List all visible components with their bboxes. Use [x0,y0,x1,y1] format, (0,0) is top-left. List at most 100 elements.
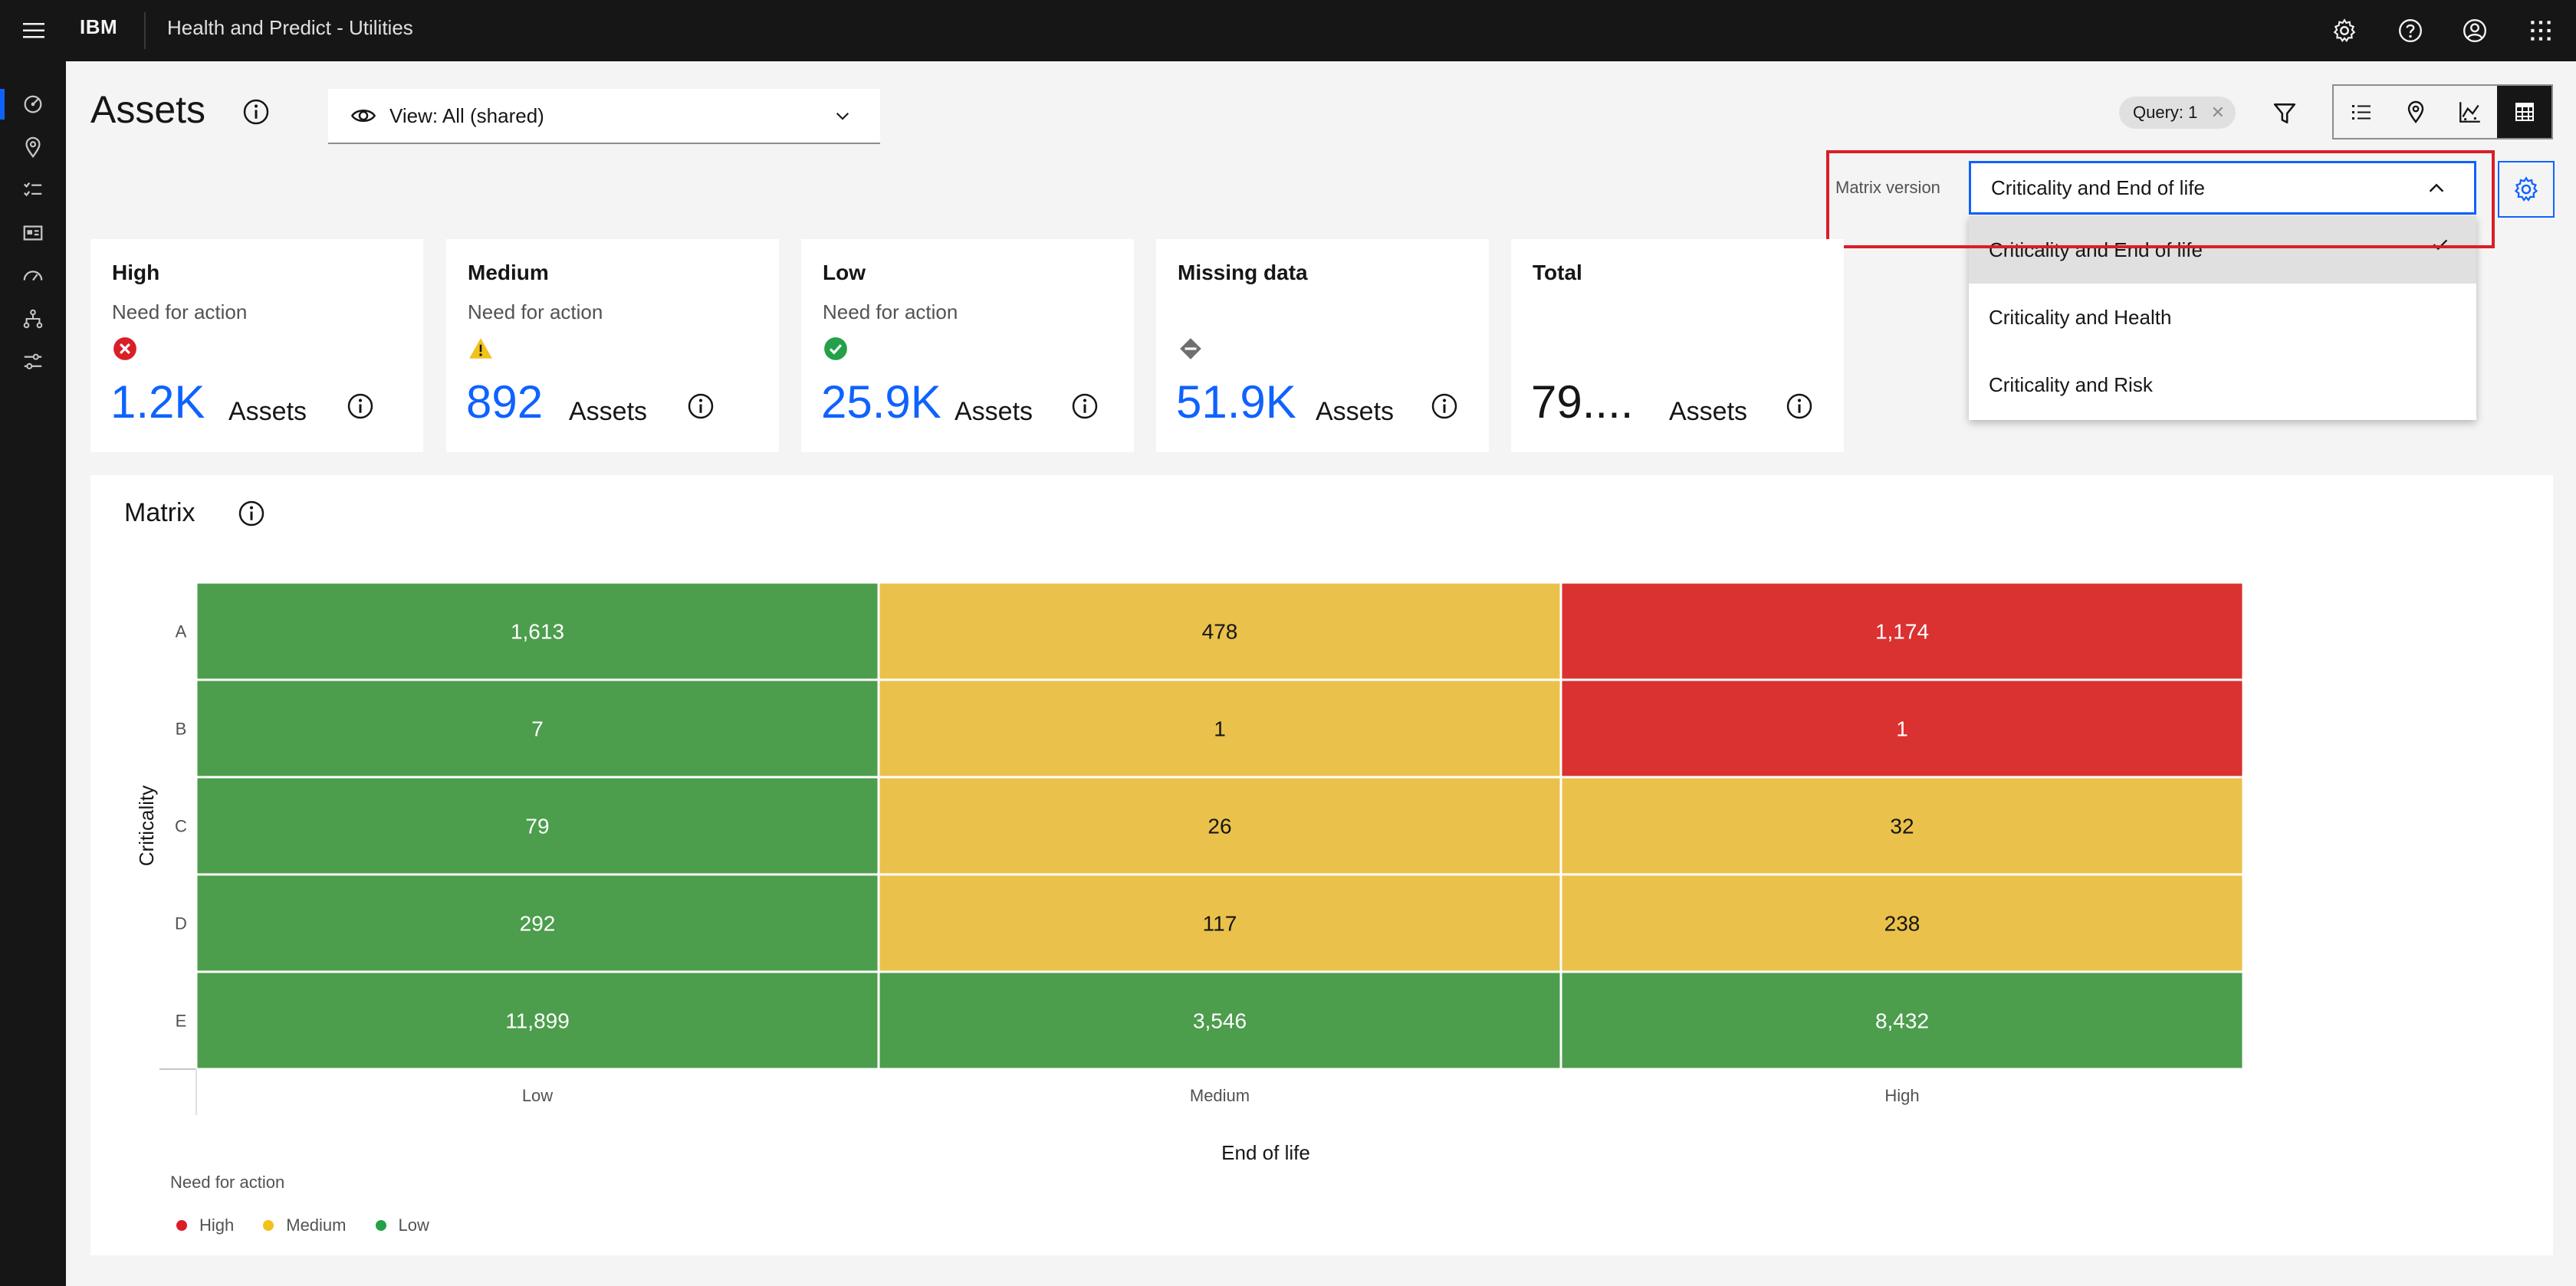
option-label: Criticality and Health [1989,305,2172,329]
matrix-version-option[interactable]: Criticality and Risk [1969,351,2476,418]
card-value: 25.9K [821,376,941,428]
card-unit: Assets [228,397,307,426]
topbar-divider [144,12,146,49]
list-icon [2351,105,2371,120]
help-icon[interactable] [2392,12,2429,49]
sidebar-item-hierarchy[interactable] [0,297,66,340]
matrix-cell-label: 1 [1214,717,1226,741]
matrix-panel: 1,613 478 1,174 A 7 1 1 B 79 26 32 C 292 117 238 D 11,89… [90,475,2553,1255]
kpi-card-total[interactable]: Total 79.... Assets [1511,239,1844,452]
error-icon [112,336,138,362]
matrix-version-option[interactable]: Criticality and End of life [1969,216,2476,284]
matrix-version-option[interactable]: Criticality and Health [1969,284,2476,351]
missing-data-icon [1178,336,1204,362]
legend-swatch-high [176,1220,187,1231]
location-icon [25,136,41,159]
kpi-card-low[interactable]: Low Need for action 25.9K Assets [801,239,1134,452]
card-subtitle: Need for action [112,300,248,323]
sliders-icon [24,353,42,369]
card-value: 1.2K [110,376,205,428]
option-label: Criticality and Risk [1989,372,2153,396]
warning-icon [468,336,494,362]
list-view-button[interactable] [2334,86,2388,138]
map-view-button[interactable] [2388,86,2443,138]
legend-title: Need for action [170,1173,285,1192]
side-navigation [0,61,66,1286]
view-switcher [2332,84,2553,139]
chevron-down-icon [836,113,849,120]
matrix-cell[interactable] [195,970,880,1071]
legend-swatch-medium [263,1220,274,1231]
matrix-cell[interactable] [877,776,1562,876]
chart-view-button[interactable] [2443,86,2497,138]
info-icon[interactable] [241,97,271,127]
highlight-box [1826,150,2495,248]
sidebar-item-tasks[interactable] [0,169,66,212]
matrix-cell[interactable] [195,776,880,876]
app-switcher-icon[interactable] [2522,12,2559,49]
info-icon[interactable] [685,391,716,422]
success-icon [823,336,849,362]
sidebar-item-dashboard[interactable] [0,83,66,126]
matrix-cell[interactable] [877,581,1562,681]
sidebar-item-assets[interactable] [0,212,66,254]
info-icon[interactable] [1429,391,1460,422]
matrix-version-select[interactable]: Criticality and End of life [1969,161,2476,215]
card-value: 51.9K [1176,376,1296,428]
view-dropdown[interactable]: View: All (shared) [328,89,880,144]
legend-item: Low [375,1215,429,1235]
matrix-cell[interactable] [877,873,1562,973]
card-subtitle: Need for action [468,300,603,323]
y-axis-title: Criticality [135,786,158,866]
kpi-card-missing-data[interactable]: Missing data 51.9K Assets [1156,239,1489,452]
y-tick-label: C [175,817,187,836]
query-tag[interactable]: Query: 1 ✕ [2119,97,2236,129]
dashboard-icon [24,95,42,113]
matrix-cell-label: 11,899 [505,1009,570,1033]
x-axis-title: End of life [1221,1141,1310,1164]
legend-label: Low [398,1215,429,1235]
kpi-card-medium[interactable]: Medium Need for action 892 Assets [446,239,779,452]
info-icon[interactable] [1784,391,1815,422]
matrix-cell[interactable] [1559,678,2245,779]
legend-label: High [199,1215,235,1235]
matrix-cell[interactable] [195,678,880,779]
app-title[interactable]: Health and Predict - Utilities [167,16,413,39]
table-icon [2515,103,2534,121]
info-icon[interactable] [1070,391,1100,422]
filter-button[interactable] [2263,92,2306,135]
y-tick-label: D [175,914,187,933]
top-bar: IBM Health and Predict - Utilities [0,0,2576,61]
card-title: Medium [468,261,549,284]
matrix-cell[interactable] [1559,873,2245,973]
matrix-cell[interactable] [195,873,880,973]
sidebar-item-monitor[interactable] [0,254,66,297]
sidebar-item-locations[interactable] [0,126,66,169]
close-icon[interactable]: ✕ [2210,103,2225,122]
card-value: 79.... [1531,376,1634,428]
brand-logo[interactable]: IBM [80,15,118,38]
settings-icon [2514,176,2538,202]
view-label: View: All (shared) [389,103,544,127]
y-tick-label: A [176,622,187,641]
matrix-cell-label: 292 [520,912,556,936]
card-unit: Assets [569,397,648,426]
settings-icon[interactable] [2326,12,2363,49]
filter-icon [2273,103,2296,123]
matrix-cell[interactable] [1559,581,2245,681]
menu-icon[interactable] [17,14,51,48]
matrix-view-button[interactable] [2497,86,2551,138]
matrix-cell-label: 117 [1203,912,1237,936]
matrix-cell-label: 26 [1208,815,1231,838]
matrix-cell[interactable] [1559,776,2245,876]
hierarchy-icon [23,309,43,329]
info-icon[interactable] [345,391,376,422]
kpi-card-high[interactable]: High Need for action 1.2K Assets [90,239,423,452]
x-tick-label: Low [522,1086,553,1105]
matrix-cell[interactable] [1559,970,2245,1071]
info-icon[interactable] [236,498,267,529]
sidebar-item-settings[interactable] [0,340,66,383]
matrix-settings-button[interactable] [2498,161,2555,218]
user-icon[interactable] [2456,12,2493,49]
matrix-heatmap: 1,613 478 1,174 A 7 1 1 B 79 26 32 C 292 117 238 D 11,89… [135,581,2245,1164]
